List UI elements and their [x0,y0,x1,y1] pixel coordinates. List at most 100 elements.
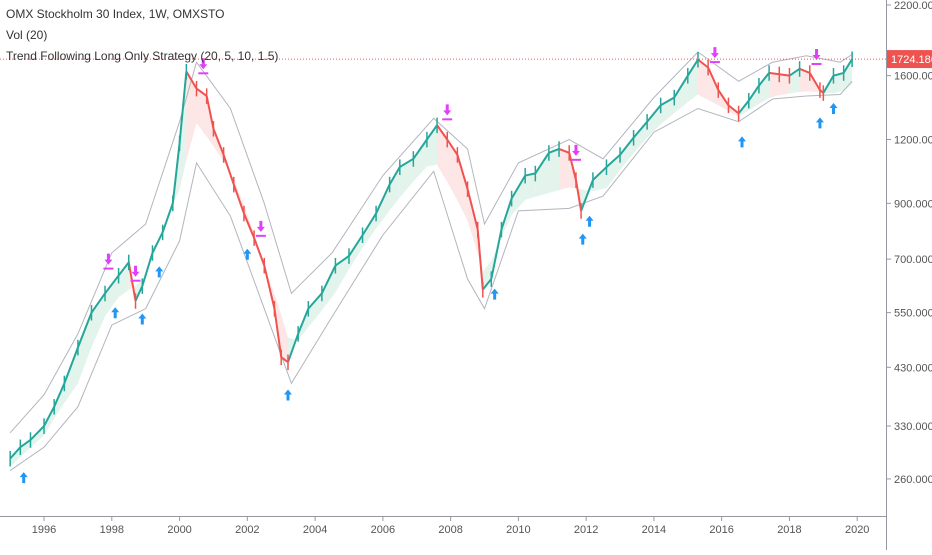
trend-fill-segment [44,406,55,436]
trend-fill-segment [389,167,400,211]
trend-fill-segment [179,71,187,190]
price-segment [466,188,479,230]
price-segment [476,229,484,290]
price-segment [456,154,469,190]
price-segment [273,308,283,358]
price-tick-label: 700.0000 [894,254,932,266]
time-tick-label: 2004 [303,524,327,536]
trend-fill-segment [10,447,21,468]
price-segment [9,446,22,460]
price-segment [388,166,401,185]
exit-arrow-icon [104,253,113,265]
trend-fill-segment [697,59,709,100]
price-segment [43,406,56,427]
price-segment [808,72,821,91]
trend-fill-segment [54,383,65,419]
exit-arrow-icon [131,265,140,277]
trend-fill-segment [769,72,780,98]
long-entry-arrow-icon [138,313,147,325]
time-tick-label: 2008 [438,524,462,536]
long-entry-arrow-icon [738,136,747,148]
price-segment [171,143,181,204]
price-segment [446,138,459,156]
time-tick-label: 2006 [371,524,395,536]
trend-fill-segment [575,179,582,211]
exit-arrow-icon [710,47,719,59]
trend-fill-segment [437,125,448,182]
trend-fill-segment [348,235,363,269]
channel-lower-line [9,80,853,471]
trend-fill-segment [77,312,92,384]
trend-fill-segment [620,137,634,170]
trend-fill-segment [30,426,45,448]
price-segment [768,71,780,76]
price-segment [63,347,79,384]
price-segment [29,425,45,441]
price-segment [707,67,720,91]
price-segment [697,58,709,69]
price-segment [510,175,527,199]
price-segment [426,124,438,141]
legend-symbol-title[interactable]: OMX Stockholm 30 Index, 1W, OMXSTO [6,7,225,21]
trend-fill-segment [64,347,78,403]
price-segment [568,152,577,181]
price-segment [263,265,276,309]
trend-fill-segment [833,72,844,94]
time-tick-label: 2018 [777,524,801,536]
long-entry-arrow-icon [111,307,120,319]
long-entry-arrow-icon [578,233,587,245]
price-segment [524,172,536,177]
price-segment [686,59,699,77]
trend-fill-segment [708,67,719,106]
trend-fill-segment [535,152,549,197]
exit-arrow-icon [443,104,452,116]
exit-arrow-icon [256,220,265,232]
price-segment [253,237,266,266]
price-segment [833,71,844,77]
trend-fill-segment [467,189,478,254]
price-segment [287,333,300,363]
trend-fill-segment [606,154,621,189]
long-entry-arrow-icon [19,472,28,484]
trend-fill-segment [633,121,648,154]
trend-fill-segment [647,105,661,138]
time-tick-label: 2016 [709,524,733,536]
price-segment [361,212,377,236]
trend-fill-segment [426,125,438,167]
legend-volume-indicator[interactable]: Vol (20) [6,28,48,42]
time-tick-label: 2010 [506,524,530,536]
trend-fill-segment [321,265,336,311]
price-segment [243,213,256,239]
price-segment [232,184,245,214]
time-tick-label: 1998 [100,524,124,536]
trend-fill-segment [335,255,349,293]
trend-fill-segment [457,154,468,221]
price-segment [727,104,740,115]
legend-strategy-indicator[interactable]: Trend Following Long Only Strategy (20, … [6,49,279,63]
exit-arrow-icon [571,144,580,156]
trend-fill-segment [447,139,458,201]
price-segment [117,261,130,277]
time-tick-label: 2012 [574,524,598,536]
trend-fill-segment [20,439,31,458]
trend-fill-segment [105,275,119,317]
channel-upper-line [9,51,853,434]
price-segment [673,75,689,99]
price-segment [307,292,323,310]
long-entry-arrow-icon [243,248,252,260]
trend-fill-segment [254,233,265,266]
price-segment [280,356,289,363]
trend-fill-segment [511,175,526,216]
time-tick-label: 2000 [167,524,191,536]
trend-fill-segment [413,139,427,182]
price-segment [534,152,550,174]
trend-fill-segment [91,293,106,348]
time-tick-label: 1996 [32,524,56,536]
price-tick-label: 550.0000 [894,308,932,320]
price-segment [195,87,208,97]
price-segment [822,75,835,94]
price-segment [580,179,594,212]
price-segment [134,285,144,302]
